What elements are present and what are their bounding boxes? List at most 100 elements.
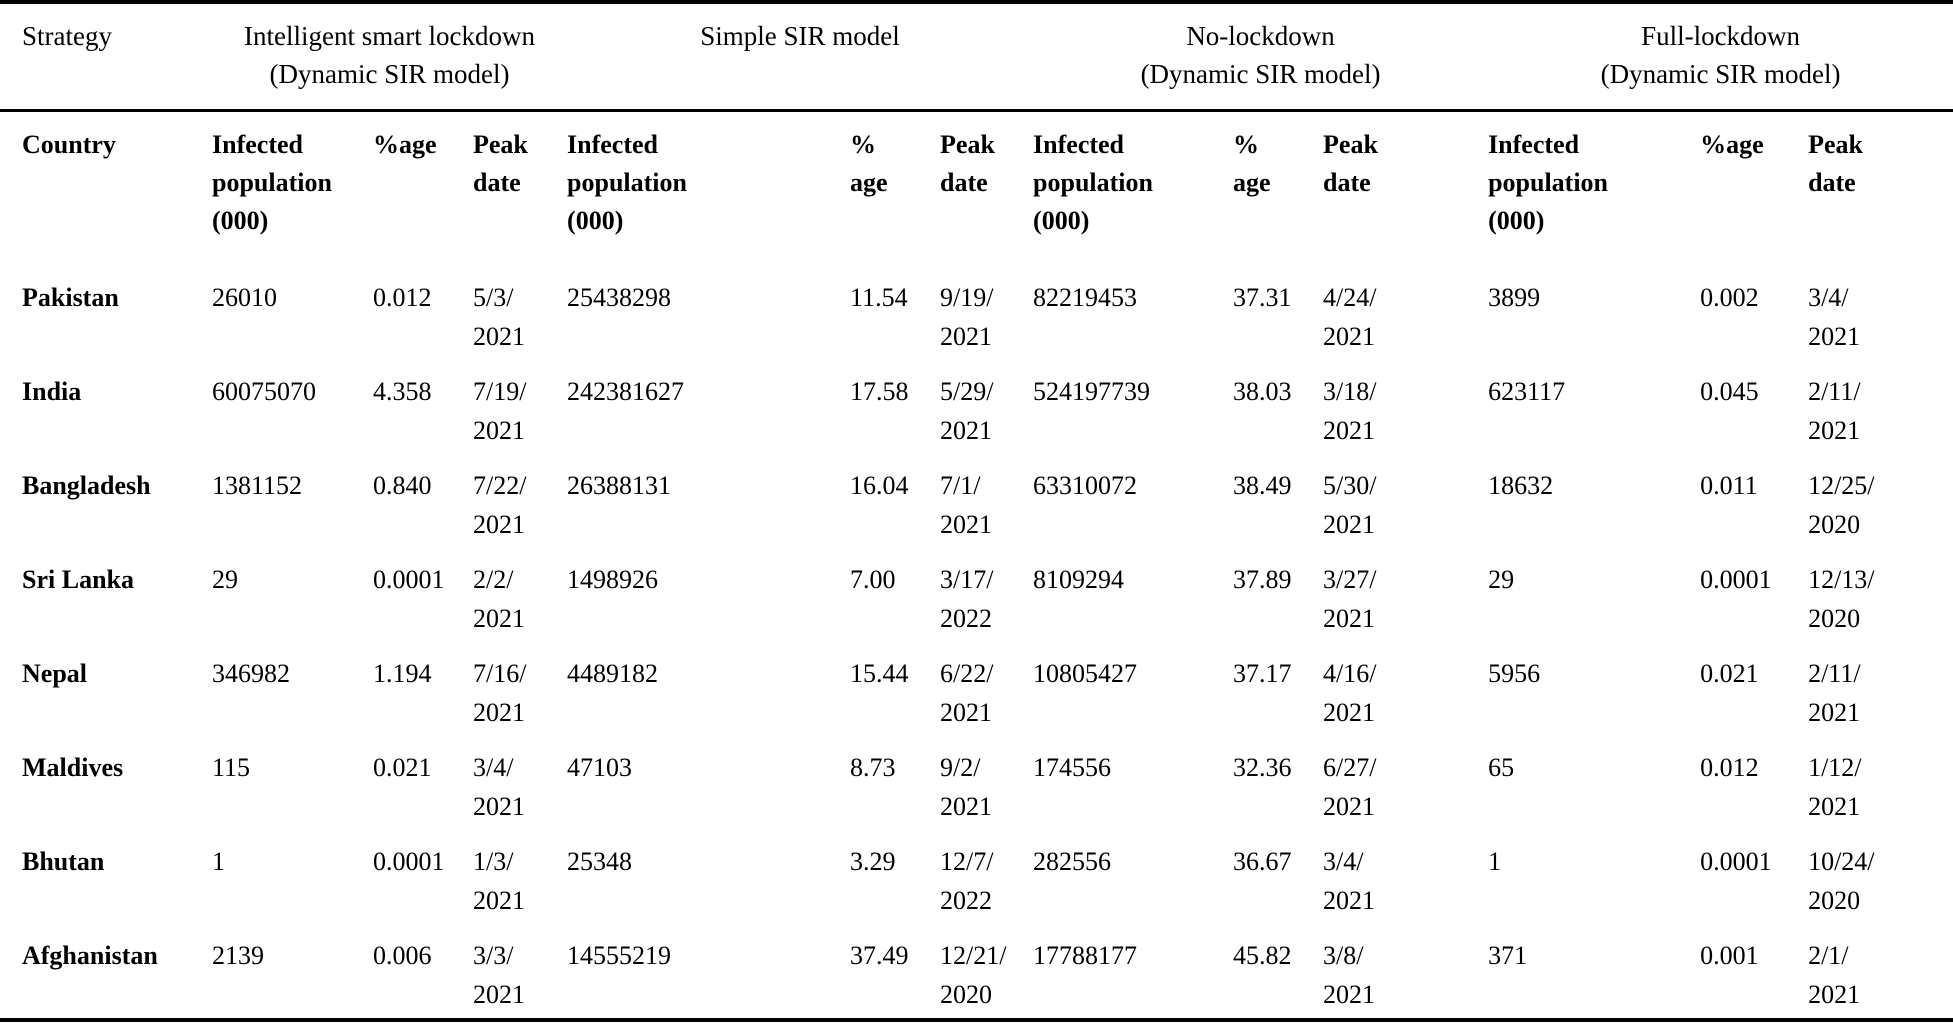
data-cell: 4/24/ 2021 bbox=[1323, 283, 1377, 351]
group-header-intelligent-smart-lockdown: Intelligent smart lockdown (Dynamic SIR … bbox=[212, 2, 568, 112]
data-cell: 32.36 bbox=[1233, 753, 1292, 782]
data-cell: 346982 bbox=[212, 659, 290, 688]
data-cell: 6/22/ 2021 bbox=[940, 659, 994, 727]
data-cell: 1/3/ 2021 bbox=[473, 847, 525, 915]
table-body: Pakistan 26010 0.012 5/3/ 2021 25438298 11.54… bbox=[0, 266, 1953, 1020]
data-cell: 0.006 bbox=[373, 941, 432, 970]
data-cell: 7/19/ 2021 bbox=[473, 377, 527, 445]
data-cell: 2/11/ 2021 bbox=[1808, 659, 1861, 727]
data-cell: 17.58 bbox=[850, 377, 909, 406]
data-cell: 282556 bbox=[1033, 847, 1112, 876]
column-header-pct-4: %age bbox=[1700, 130, 1764, 159]
column-header-pct-3: % age bbox=[1233, 130, 1271, 197]
data-cell: 60075070 bbox=[212, 377, 316, 406]
column-header-country: Country bbox=[22, 130, 116, 159]
column-header-infected-population-2: Infected population (000) bbox=[567, 130, 687, 235]
data-cell: 5/29/ 2021 bbox=[940, 377, 994, 445]
data-cell: 25348 bbox=[567, 847, 633, 876]
country-cell: Afghanistan bbox=[22, 941, 158, 970]
data-cell: 29 bbox=[1488, 565, 1515, 594]
table-row: Nepal 346982 1.194 7/16/ 2021 4489182 15.44 6/… bbox=[0, 642, 1953, 736]
table-row: India 60075070 4.358 7/19/ 2021 242381627 17.… bbox=[0, 360, 1953, 454]
data-cell: 8109294 bbox=[1033, 565, 1125, 594]
data-cell: 36.67 bbox=[1233, 847, 1292, 876]
data-cell: 0.012 bbox=[373, 283, 432, 312]
data-cell: 38.03 bbox=[1233, 377, 1292, 406]
data-cell: 2/1/ 2021 bbox=[1808, 941, 1861, 1009]
data-cell: 7/16/ 2021 bbox=[473, 659, 527, 727]
data-cell: 0.0001 bbox=[1700, 565, 1772, 594]
data-cell: 3/17/ 2022 bbox=[940, 565, 994, 633]
column-header-peak-date-3: Peak date bbox=[1323, 130, 1378, 197]
data-cell: 37.89 bbox=[1233, 565, 1292, 594]
data-cell: 12/13/ 2020 bbox=[1808, 565, 1875, 633]
data-cell: 524197739 bbox=[1033, 377, 1151, 406]
table-row: Bhutan 1 0.0001 1/3/ 2021 25348 3.29 12/7/ 202… bbox=[0, 830, 1953, 924]
country-cell: Pakistan bbox=[22, 283, 119, 312]
data-cell: 1381152 bbox=[212, 471, 303, 500]
table-row: Maldives 115 0.021 3/4/ 2021 47103 8.73 9/2/ 2… bbox=[0, 736, 1953, 830]
data-cell: 9/19/ 2021 bbox=[940, 283, 994, 351]
column-header-infected-population-4: Infected population (000) bbox=[1488, 130, 1609, 235]
data-cell: 115 bbox=[212, 753, 251, 782]
country-cell: India bbox=[22, 377, 82, 406]
data-cell: 0.021 bbox=[1700, 659, 1759, 688]
data-cell: 3899 bbox=[1488, 283, 1541, 312]
data-cell: 3/18/ 2021 bbox=[1323, 377, 1377, 445]
column-header-pct-1: %age bbox=[373, 130, 437, 159]
data-cell: 7/1/ 2021 bbox=[940, 471, 993, 539]
data-cell: 4489182 bbox=[567, 659, 659, 688]
table-row: Bangladesh 1381152 0.840 7/22/ 2021 26388131… bbox=[0, 454, 1953, 548]
data-cell: 3.29 bbox=[850, 847, 896, 876]
table-row: Afghanistan 2139 0.006 3/3/ 2021 14555219 37.… bbox=[0, 924, 1953, 1020]
data-cell: 26010 bbox=[212, 283, 277, 312]
data-cell: 4/16/ 2021 bbox=[1323, 659, 1377, 727]
data-cell: 0.0001 bbox=[1700, 847, 1772, 876]
data-cell: 2/2/ 2021 bbox=[473, 565, 525, 633]
data-cell: 38.49 bbox=[1233, 471, 1292, 500]
data-cell: 0.012 bbox=[1700, 753, 1759, 782]
data-cell: 2139 bbox=[212, 941, 264, 970]
strategy-label: Strategy bbox=[0, 2, 212, 112]
data-cell: 10805427 bbox=[1033, 659, 1138, 688]
data-cell: 0.021 bbox=[373, 753, 432, 782]
data-cell: 1498926 bbox=[567, 565, 659, 594]
data-cell: 3/3/ 2021 bbox=[473, 941, 525, 1009]
data-cell: 0.0001 bbox=[373, 847, 445, 876]
data-cell: 5/30/ 2021 bbox=[1323, 471, 1377, 539]
data-cell: 26388131 bbox=[567, 471, 672, 500]
column-header-infected-population-3: Infected population (000) bbox=[1033, 130, 1153, 235]
data-cell: 82219453 bbox=[1033, 283, 1138, 312]
data-cell: 3/27/ 2021 bbox=[1323, 565, 1377, 633]
column-header-row: Country Infected population (000) %age P… bbox=[0, 111, 1953, 267]
data-cell: 1 bbox=[212, 847, 225, 876]
data-cell: 0.0001 bbox=[373, 565, 445, 594]
data-cell: 18632 bbox=[1488, 471, 1554, 500]
group-header-simple-sir-model: Simple SIR model bbox=[567, 2, 1034, 112]
data-cell: 45.82 bbox=[1233, 941, 1292, 970]
data-cell: 2/11/ 2021 bbox=[1808, 377, 1861, 445]
data-cell: 3/4/ 2021 bbox=[473, 753, 525, 821]
data-cell: 47103 bbox=[567, 753, 633, 782]
data-cell: 11.54 bbox=[850, 283, 908, 312]
data-cell: 4.358 bbox=[373, 377, 432, 406]
data-cell: 37.17 bbox=[1233, 659, 1292, 688]
country-cell: Sri Lanka bbox=[22, 565, 134, 594]
country-cell: Nepal bbox=[22, 659, 87, 688]
data-cell: 65 bbox=[1488, 753, 1515, 782]
table-row: Sri Lanka 29 0.0001 2/2/ 2021 1498926 7.00 3/1… bbox=[0, 548, 1953, 642]
country-cell: Maldives bbox=[22, 753, 124, 782]
data-cell: 8.73 bbox=[850, 753, 896, 782]
column-header-infected-population-1: Infected population (000) bbox=[212, 130, 332, 235]
country-cell: Bangladesh bbox=[22, 471, 151, 500]
data-cell: 7.00 bbox=[850, 565, 896, 594]
data-cell: 17788177 bbox=[1033, 941, 1138, 970]
column-header-peak-date-4: Peak date bbox=[1808, 130, 1863, 197]
strategy-header-row: Strategy Intelligent smart lockdown (Dyn… bbox=[0, 2, 1953, 112]
column-header-pct-2: % age bbox=[850, 130, 888, 197]
data-cell: 25438298 bbox=[567, 283, 672, 312]
data-cell: 9/2/ 2021 bbox=[940, 753, 993, 821]
table-row: Pakistan 26010 0.012 5/3/ 2021 25438298 11.54… bbox=[0, 266, 1953, 360]
group-header-full-lockdown: Full-lockdown (Dynamic SIR model) bbox=[1488, 2, 1953, 112]
